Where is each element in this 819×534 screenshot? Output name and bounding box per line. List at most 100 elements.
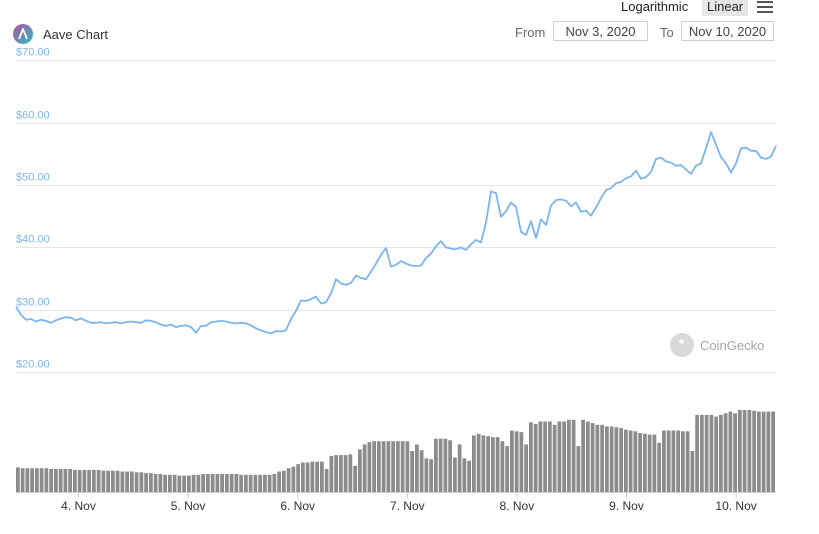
volume-bar [538,421,543,492]
volume-bar [339,455,343,492]
volume-bar [367,442,372,492]
volume-bar [225,474,229,492]
volume-bar [524,444,528,492]
volume-bar [35,468,39,492]
volume-bar [282,470,286,492]
hamburger-menu-icon[interactable] [757,1,773,13]
volume-bar [381,441,386,492]
volume-bar [633,431,638,492]
volume-bar [519,432,524,492]
volume-bar [595,424,600,492]
volume-bar [766,411,771,492]
volume-bar [685,431,690,492]
volume-bar [614,427,619,492]
volume-bar [643,433,647,492]
volume-bar [120,471,125,492]
volume-bar [244,474,248,492]
price-series-line [15,131,777,335]
volume-bar [343,455,348,492]
volume-bar [552,424,557,492]
volume-bar [92,469,96,492]
volume-bar [386,441,391,492]
volume-bar [196,474,201,492]
volume-bar [600,424,604,492]
volume-bar [101,470,106,492]
volume-bar [671,430,676,492]
volume-bar [481,435,486,492]
volume-bar [543,421,547,492]
volume-bar [742,410,747,492]
coingecko-watermark: CoinGecko [670,333,764,357]
volume-bar [134,472,139,492]
volume-bar [291,466,296,492]
linear-scale-button[interactable]: Linear [702,0,749,16]
volume-bar [728,411,733,492]
volume-bar [514,431,519,492]
volume-bar [172,474,177,492]
watermark-text: CoinGecko [700,337,765,353]
volume-bar [68,469,72,492]
volume-bar [111,470,115,492]
volume-bar [391,441,395,492]
volume-bar [486,436,490,492]
volume-bar [191,474,196,492]
volume-bar [77,469,82,492]
y-axis-tick-label: $40.00 [16,234,50,246]
volume-bar [187,475,191,492]
volume-bar [153,474,158,492]
volume-bar [201,474,205,492]
volume-bar [258,474,262,492]
volume-bar [714,416,718,492]
volume-bar [605,426,609,492]
volume-bar [149,473,153,492]
volume-bar [234,474,239,492]
volume-bar [296,464,300,492]
volume-bar [305,462,310,492]
x-axis-tick-label: 7. Nov [390,499,425,513]
volume-bar [334,455,338,492]
volume-bar [106,470,110,492]
volume-bar [82,469,87,492]
volume-bar [253,474,258,492]
volume-bar [438,438,443,492]
to-date-input[interactable] [681,21,774,41]
volume-bar [58,469,63,492]
volume-bar [277,471,281,492]
chart-title: Aave Chart [43,26,109,42]
volume-bar [206,474,210,492]
x-axis-tick-label: 6. Nov [280,499,315,513]
volume-bar [462,458,467,492]
volume-bar [315,461,319,492]
volume-bar [177,475,182,492]
logarithmic-scale-button[interactable]: Logarithmic [621,0,689,14]
volume-bar [491,437,495,492]
volume-bar [286,468,291,492]
volume-bar [733,413,737,492]
volume-bar [182,475,186,492]
volume-bar [690,451,695,492]
volume-bar [624,429,628,492]
volume-bar [695,414,699,492]
volume-bar [467,460,471,492]
volume-bar [529,422,533,492]
volume-bar [576,446,581,492]
volume-bar [415,444,419,492]
volume-bar [158,474,163,492]
volume-bar [139,472,144,492]
from-date-input[interactable] [553,21,648,41]
volume-bar [267,474,272,492]
volume-bar [272,474,277,492]
volume-bar [429,459,433,492]
volume-bar [239,474,243,492]
volume-bar [73,469,77,492]
volume-bar [700,414,704,492]
volume-bar [20,468,25,492]
volume-bar [324,469,329,492]
volume-bar [657,442,661,492]
volume-bar [400,441,405,492]
volume-bar [396,441,400,492]
volume-bar [362,444,367,492]
volume-bar [757,411,761,492]
volume-bar [353,465,357,492]
